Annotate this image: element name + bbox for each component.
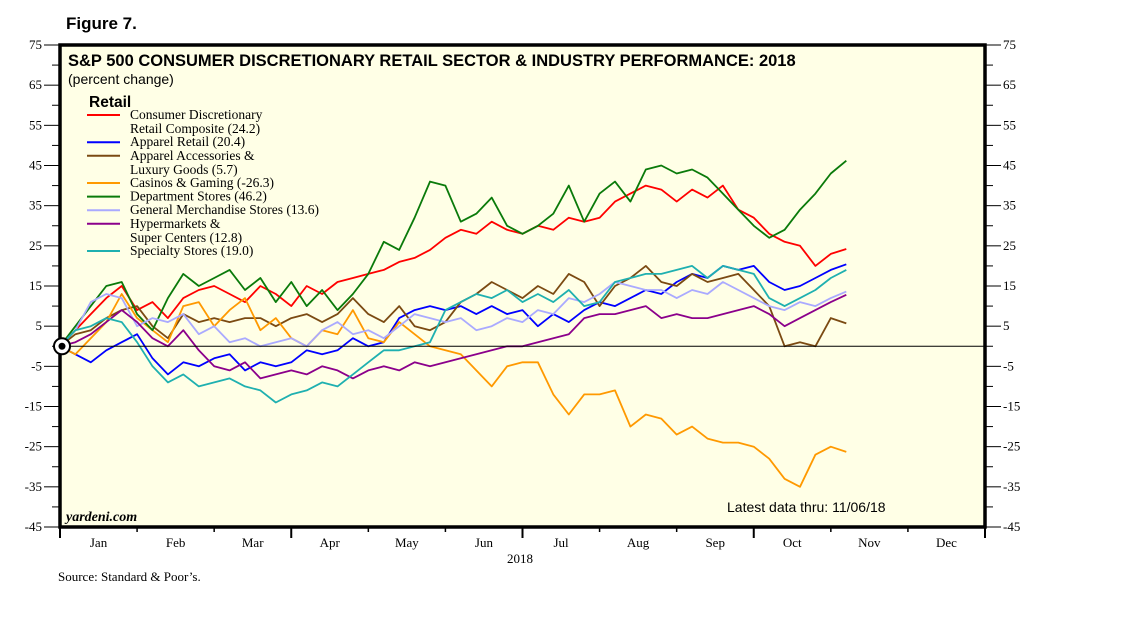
y-tick-label-left: -15: [25, 399, 42, 414]
series-line-specialty-stores: [59, 264, 847, 404]
y-tick-label-left: 35: [29, 198, 42, 213]
y-tick-label-left: 25: [29, 238, 42, 253]
legend-label: Apparel Accessories &: [130, 148, 255, 163]
x-axis-year-label: 2018: [507, 551, 533, 566]
x-tick-label: Aug: [627, 535, 650, 550]
legend-label: Consumer Discretionary: [130, 107, 263, 122]
y-tick-label-right: 25: [1003, 238, 1016, 253]
y-tick-label-right: 55: [1003, 117, 1016, 132]
series-line-hypermarkets-super-centers: [59, 293, 847, 380]
legend-item-hypermarkets-super-centers: Hypermarkets &Super Centers (12.8): [87, 216, 242, 245]
y-tick-label-left: -5: [31, 358, 42, 373]
y-axis-right: 75 65 55 45 35 25 15 5 -5 -15 -25 -35 -45: [985, 37, 1020, 534]
x-tick-label: Jun: [475, 535, 494, 550]
legend-label: Luxury Goods (5.7): [130, 162, 238, 177]
y-axis-left: 75 65 55 45 35 25 15 5 -5 -15 -25 -35 -45: [25, 37, 60, 534]
y-tick-label-right: -25: [1003, 439, 1020, 454]
y-tick-label-right: -5: [1003, 358, 1014, 373]
x-tick-label: Nov: [858, 535, 881, 550]
legend-title: Retail: [89, 94, 131, 111]
y-tick-label-left: 75: [29, 37, 42, 52]
y-tick-label-right: 35: [1003, 198, 1016, 213]
chart-subtitle: (percent change): [68, 71, 174, 87]
x-tick-label: Feb: [166, 535, 186, 550]
x-tick-label: Sep: [705, 535, 725, 550]
y-tick-label-left: -35: [25, 479, 42, 494]
legend-label: Casinos & Gaming (-26.3): [130, 175, 274, 190]
legend-label: Retail Composite (24.2): [130, 121, 260, 136]
y-tick-label-right: -15: [1003, 399, 1020, 414]
brand-watermark: yardeni.com: [64, 510, 137, 525]
legend-item-general-merchandise-stores: General Merchandise Stores (13.6): [87, 202, 319, 217]
legend-label: Specialty Stores (19.0): [130, 243, 253, 258]
series-line-apparel-accessories-luxury-goods: [59, 264, 847, 348]
x-tick-label: Jul: [553, 535, 569, 550]
legend-label: General Merchandise Stores (13.6): [130, 202, 319, 217]
y-tick-label-left: 55: [29, 117, 42, 132]
y-tick-label-left: 45: [29, 158, 42, 173]
y-tick-label-right: -45: [1003, 519, 1020, 534]
series-layer: [59, 160, 847, 488]
series-line-general-merchandise-stores: [59, 281, 847, 348]
x-tick-label: May: [395, 535, 419, 550]
y-tick-label-left: 15: [29, 278, 42, 293]
source-note: Source: Standard & Poor’s.: [58, 569, 201, 584]
y-tick-label-left: 65: [29, 77, 42, 92]
y-tick-label-right: 45: [1003, 158, 1016, 173]
x-tick-label: Dec: [936, 535, 957, 550]
y-tick-label-left: -25: [25, 439, 42, 454]
legend-item-apparel-retail: Apparel Retail (20.4): [87, 134, 245, 149]
series-line-department-stores: [59, 160, 847, 347]
x-tick-label: Jan: [90, 535, 108, 550]
legend-label: Apparel Retail (20.4): [130, 134, 245, 149]
y-tick-label-left: -45: [25, 519, 42, 534]
figure-label: Figure 7.: [66, 14, 137, 33]
x-axis: Jan Feb Mar Apr May Jun Jul Aug Sep Oct Nov Dec: [59, 527, 986, 550]
legend-item-apparel-accessories-luxury-goods: Apparel Accessories &Luxury Goods (5.7): [87, 148, 255, 177]
series-line-casinos-gaming: [59, 293, 847, 488]
x-tick-label: Oct: [783, 535, 802, 550]
x-tick-label: Apr: [320, 535, 341, 550]
origin-marker-icon: [53, 337, 71, 356]
chart-title: S&P 500 CONSUMER DISCRETIONARY RETAIL SE…: [68, 52, 796, 70]
y-tick-label-right: 65: [1003, 77, 1016, 92]
y-tick-label-right: -35: [1003, 479, 1020, 494]
legend-item-casinos-gaming: Casinos & Gaming (-26.3): [87, 175, 274, 190]
y-tick-label-left: 5: [36, 318, 43, 333]
y-tick-label-right: 75: [1003, 37, 1016, 52]
legend-item-specialty-stores: Specialty Stores (19.0): [87, 243, 253, 258]
x-tick-label: Mar: [242, 535, 264, 550]
legend-label: Super Centers (12.8): [130, 230, 242, 245]
legend-item-department-stores: Department Stores (46.2): [87, 189, 267, 204]
legend-label: Hypermarkets &: [130, 216, 221, 231]
y-tick-label-right: 5: [1003, 318, 1010, 333]
latest-data-annotation: Latest data thru: 11/06/18: [727, 499, 886, 515]
y-tick-label-right: 15: [1003, 278, 1016, 293]
legend-label: Department Stores (46.2): [130, 189, 267, 204]
series-line-consumer-discretionary-retail-composite: [59, 184, 847, 347]
